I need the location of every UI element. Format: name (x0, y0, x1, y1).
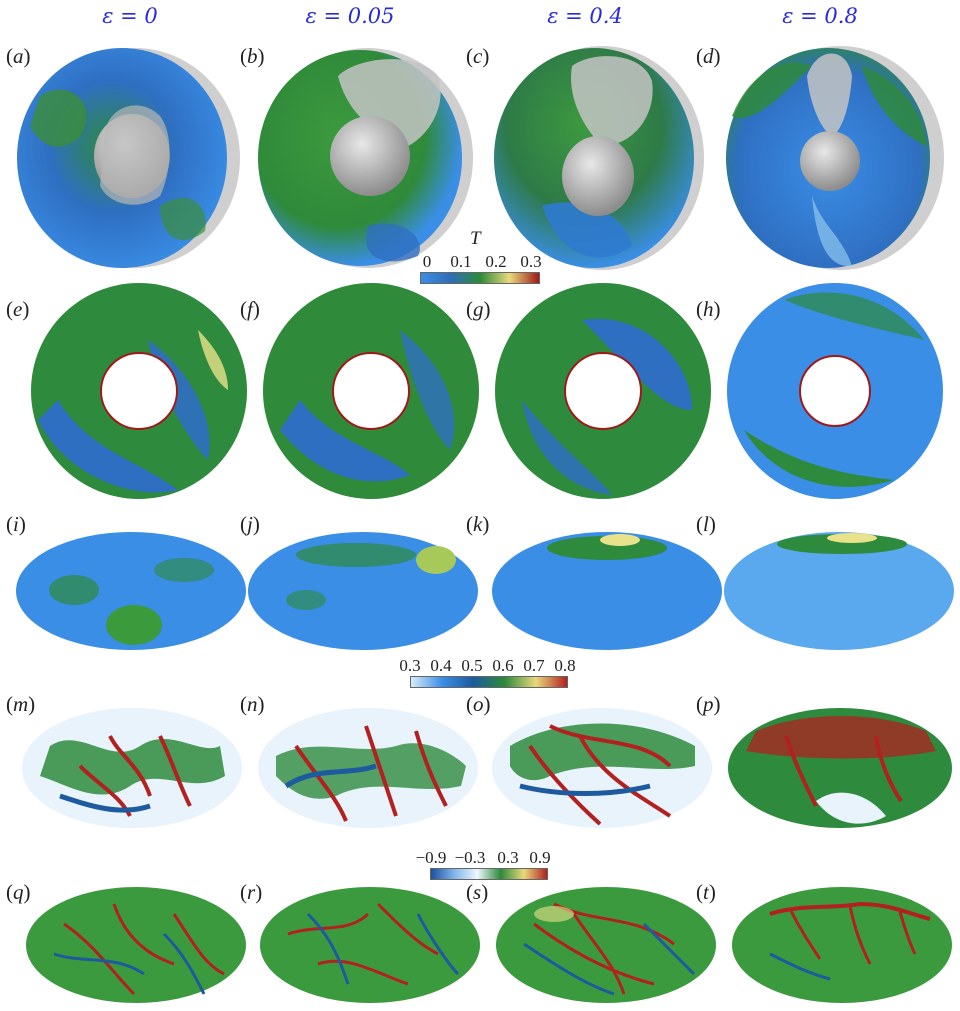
panel-c-3d-sphere (494, 46, 704, 270)
colorbar-3-tick: 0.9 (529, 848, 551, 867)
panel-q-mollweide (26, 887, 246, 1003)
column-header-eps-0.05: ε = 0.05 (305, 4, 395, 28)
panel-label-g: (g) (466, 297, 491, 321)
panel-e-annulus (31, 283, 247, 499)
panel-label-b: (b) (240, 44, 265, 68)
panel-f-annulus (263, 283, 479, 499)
panel-label-j: (j) (240, 512, 260, 536)
colorbar-t-tick: 0.1 (450, 252, 472, 271)
colorbar-t-tick: 0 (422, 252, 432, 271)
panel-b-3d-sphere (258, 48, 473, 268)
panel-label-h: (h) (696, 297, 721, 321)
panel-label-s: (s) (466, 880, 489, 904)
column-header-eps-0: ε = 0 (102, 4, 158, 28)
panel-label-t: (t) (696, 880, 716, 904)
colorbar-t-title: T (470, 228, 481, 249)
panel-label-a: (a) (6, 44, 31, 68)
colorbar-3-tick: 0.3 (497, 848, 519, 867)
colorbar-2 (410, 676, 568, 688)
panel-l-mollweide (724, 532, 954, 650)
colorbar-2-tick: 0.4 (430, 656, 452, 675)
colorbar-2-tick: 0.8 (554, 656, 576, 675)
panel-label-r: (r) (240, 880, 263, 904)
panel-label-m: (m) (6, 692, 36, 716)
panel-label-o: (o) (466, 692, 491, 716)
panel-n-mollweide (258, 708, 478, 828)
panel-r-mollweide (260, 887, 480, 1003)
panel-label-f: (f) (240, 297, 260, 321)
panel-p-mollweide (728, 708, 952, 828)
panel-label-i: (i) (6, 512, 26, 536)
panel-k-mollweide (492, 532, 722, 650)
colorbar-2-tick: 0.5 (461, 656, 483, 675)
column-header-eps-0.8: ε = 0.8 (782, 4, 858, 28)
panel-label-d: (d) (696, 44, 721, 68)
panel-label-l: (l) (696, 512, 716, 536)
panel-label-n: (n) (240, 692, 265, 716)
panel-o-mollweide (492, 708, 712, 828)
colorbar-t-tick: 0.2 (485, 252, 507, 271)
panel-i-mollweide (16, 532, 246, 650)
panel-label-q: (q) (6, 880, 31, 904)
panel-label-k: (k) (466, 512, 490, 536)
panel-a-3d-sphere (17, 48, 240, 268)
panel-g-annulus (495, 283, 711, 499)
colorbar-3 (430, 868, 548, 880)
panel-j-mollweide (248, 532, 478, 650)
colorbar-2-tick: 0.7 (523, 656, 545, 675)
panel-label-p: (p) (696, 692, 721, 716)
colorbar-3-tick: −0.9 (415, 848, 447, 867)
panel-m-mollweide (22, 708, 242, 828)
column-header-eps-0.4: ε = 0.4 (547, 4, 623, 28)
colorbar-2-tick: 0.3 (399, 656, 421, 675)
colorbar-t (420, 272, 540, 284)
panel-d-3d-sphere (726, 46, 944, 270)
colorbar-2-tick: 0.6 (492, 656, 514, 675)
colorbar-3-tick: −0.3 (454, 848, 486, 867)
panel-label-c: (c) (466, 44, 490, 68)
panel-h-annulus (727, 283, 943, 499)
panel-s-mollweide (496, 887, 716, 1003)
panel-label-e: (e) (6, 297, 30, 321)
panel-t-mollweide (732, 887, 952, 1003)
colorbar-t-tick: 0.3 (520, 252, 542, 271)
